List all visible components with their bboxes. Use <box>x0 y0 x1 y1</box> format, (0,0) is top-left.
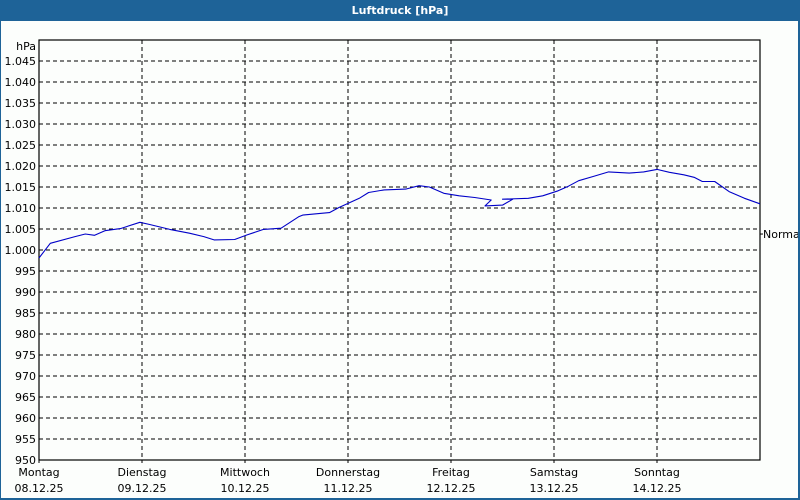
x-tick-date: 10.12.25 <box>221 482 270 495</box>
y-tick-label: 1.010 <box>5 202 37 215</box>
y-tick-label: 975 <box>15 349 36 362</box>
x-tick-day: Dienstag <box>117 466 166 479</box>
x-tick-day: Mittwoch <box>220 466 270 479</box>
y-tick-label: 1.020 <box>5 160 37 173</box>
chart-area: 950 955 960 965 970 975 980 985 990 995 1.000 1.005… <box>1 21 798 498</box>
x-tick-date: 12.12.25 <box>427 482 476 495</box>
y-tick-label: 1.045 <box>5 55 37 68</box>
normal-label: Normal <box>763 228 798 241</box>
chart-title: Luftdruck [hPa] <box>0 0 800 21</box>
y-tick-label: 1.030 <box>5 118 37 131</box>
y-tick-label: 1.005 <box>5 223 37 236</box>
y-tick-label: 970 <box>15 370 36 383</box>
x-tick-day: Samstag <box>530 466 578 479</box>
y-tick-label: 965 <box>15 391 36 404</box>
x-tick-date: 11.12.25 <box>324 482 373 495</box>
y-tick-label: 950 <box>15 454 36 467</box>
x-tick-date: 13.12.25 <box>530 482 579 495</box>
y-tick-label: 1.000 <box>5 244 37 257</box>
y-tick-label: 1.025 <box>5 139 37 152</box>
x-tick-date: 14.12.25 <box>633 482 682 495</box>
y-tick-label: 990 <box>15 286 36 299</box>
x-tick-date: 08.12.25 <box>15 482 64 495</box>
pressure-line <box>38 168 761 259</box>
x-tick-day: Sonntag <box>634 466 680 479</box>
x-tick-date: 09.12.25 <box>118 482 167 495</box>
y-tick-label: 960 <box>15 412 36 425</box>
x-tick-day: Freitag <box>432 466 470 479</box>
x-tick-day: Montag <box>18 466 59 479</box>
pressure-chart: 950 955 960 965 970 975 980 985 990 995 1.000 1.005… <box>5 39 798 495</box>
plot-border <box>38 39 761 461</box>
y-tick-label: 1.035 <box>5 97 37 110</box>
y-tick-label: 980 <box>15 328 36 341</box>
y-tick-label: 1.040 <box>5 76 37 89</box>
x-tick-day: Donnerstag <box>316 466 380 479</box>
y-tick-label: 955 <box>15 433 36 446</box>
y-tick-label: 995 <box>15 265 36 278</box>
y-tick-label: 985 <box>15 307 36 320</box>
y-axis-unit: hPa <box>16 40 36 53</box>
y-tick-label: 1.015 <box>5 181 37 194</box>
